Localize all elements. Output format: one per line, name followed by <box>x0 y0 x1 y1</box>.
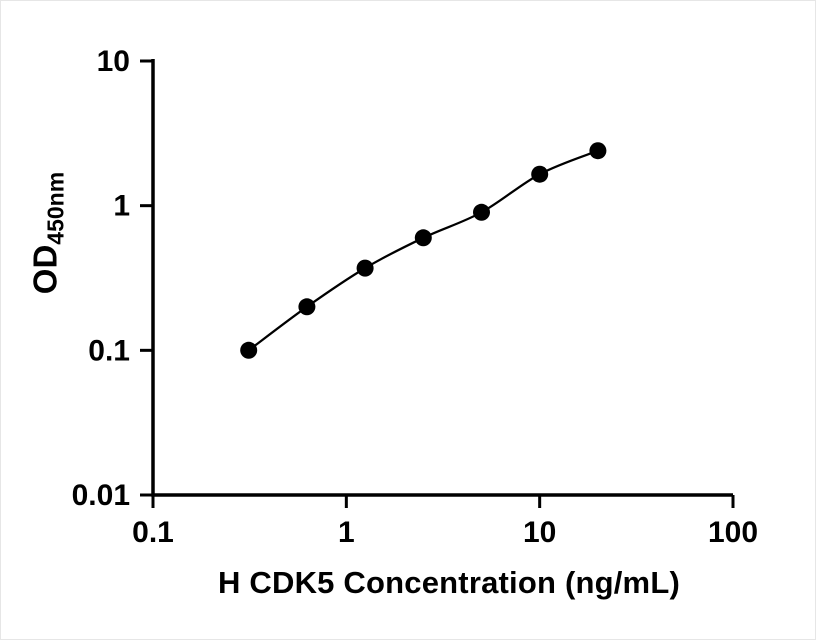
y-tick-label: 0.01 <box>72 479 130 512</box>
axes-frame <box>151 59 733 497</box>
fit-curve <box>248 149 599 352</box>
x-tick-label: 0.1 <box>132 516 174 549</box>
data-point <box>240 341 258 359</box>
data-point <box>531 165 549 183</box>
x-tick-label: 10 <box>523 516 556 549</box>
y-tick-label: 0.1 <box>88 334 130 367</box>
y-tick-label: 10 <box>97 45 130 78</box>
x-axis-title: H CDK5 Concentration (ng/mL) <box>218 565 680 600</box>
x-tick-label: 1 <box>338 516 355 549</box>
data-point <box>589 142 607 160</box>
data-point <box>356 259 374 277</box>
y-tick-label: 1 <box>113 190 130 223</box>
data-point <box>414 229 432 247</box>
y-axis-title-subscript: 450nm <box>42 171 69 245</box>
data-point <box>473 203 490 221</box>
y-axis-title-main: OD <box>26 244 64 295</box>
data-point <box>298 298 316 316</box>
x-tick-label: 100 <box>708 516 758 549</box>
y-axis-title: OD450nm <box>27 172 70 294</box>
